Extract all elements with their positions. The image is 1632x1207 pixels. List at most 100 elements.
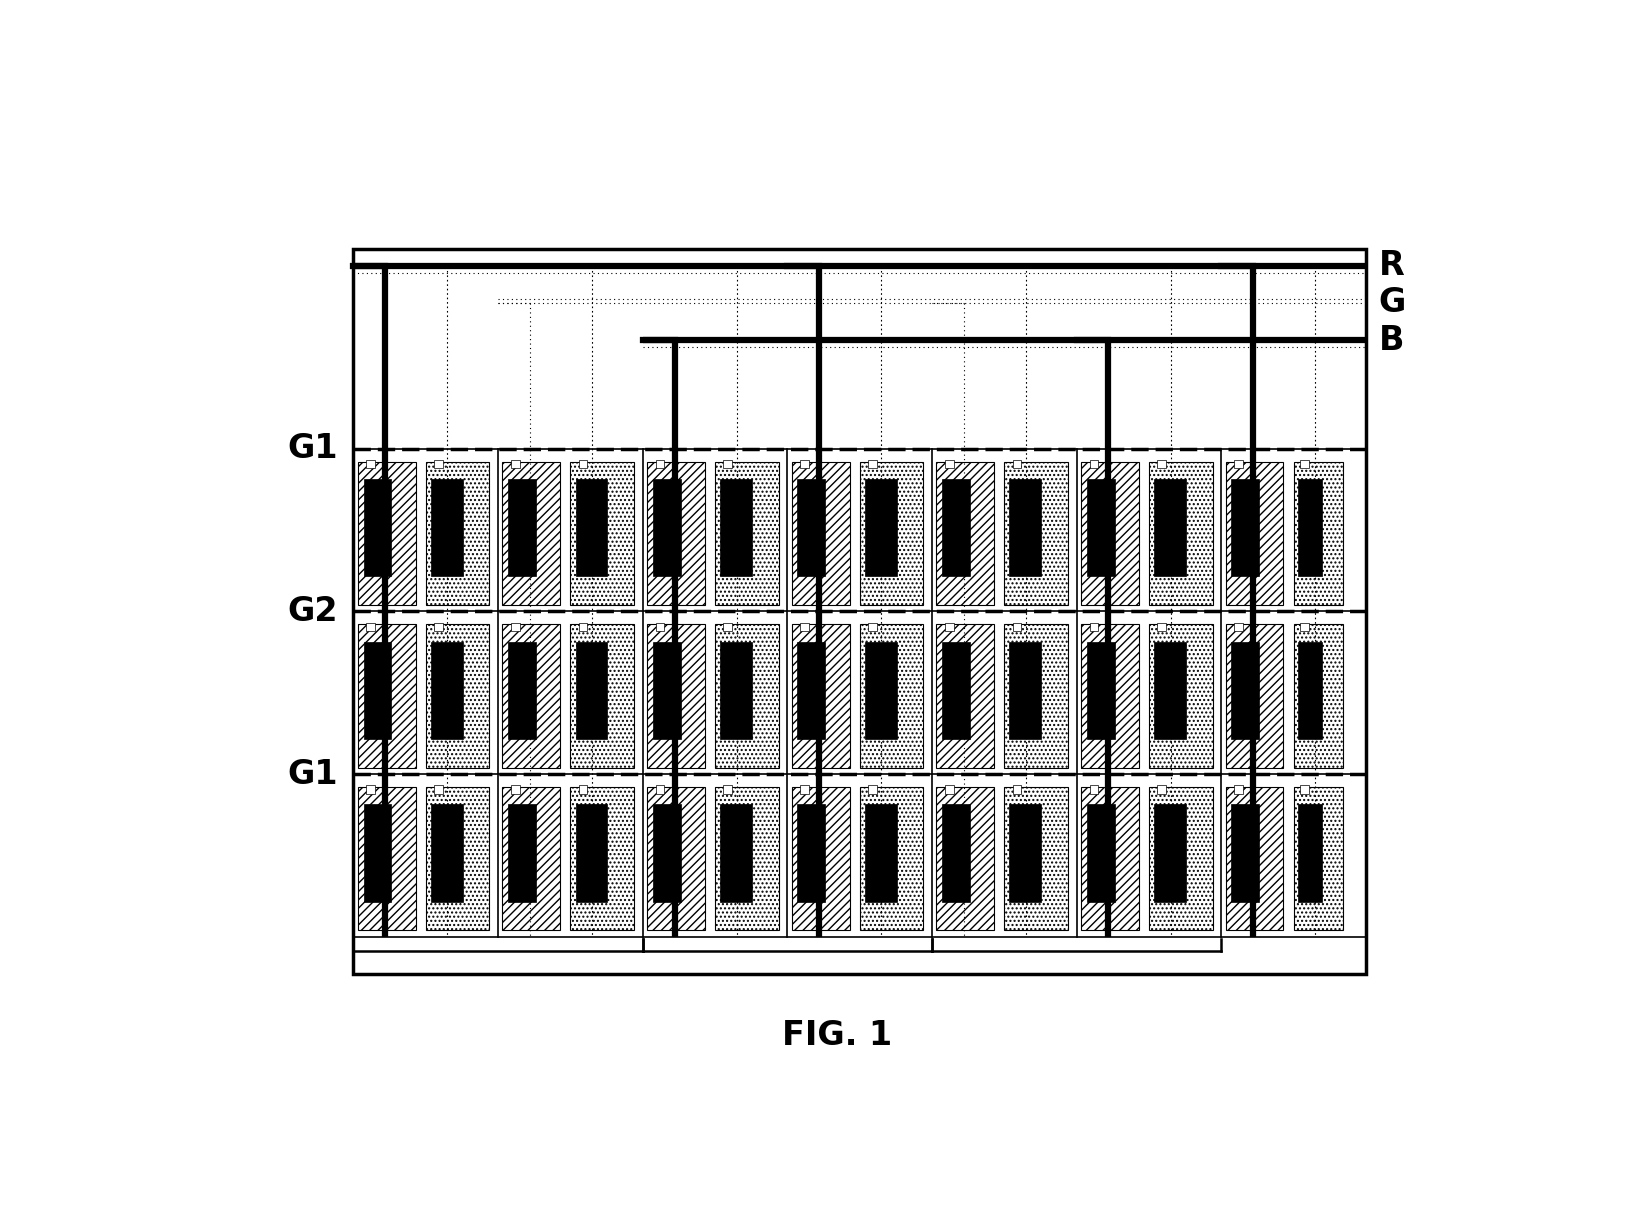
Bar — [1231, 479, 1258, 576]
Bar — [935, 462, 994, 605]
Bar — [800, 786, 808, 793]
Bar — [1293, 462, 1342, 605]
Bar — [570, 462, 633, 605]
Bar — [364, 642, 392, 739]
Bar — [508, 479, 535, 576]
Bar — [574, 479, 607, 576]
Bar — [364, 804, 392, 902]
Bar — [942, 804, 969, 902]
Bar — [654, 623, 664, 631]
Bar — [1080, 462, 1138, 605]
Bar — [1231, 804, 1258, 902]
Bar — [434, 623, 442, 631]
Bar — [654, 786, 664, 793]
Bar — [434, 460, 442, 468]
Bar — [1293, 624, 1342, 768]
Bar — [511, 623, 519, 631]
Bar — [1004, 624, 1067, 768]
Bar — [353, 249, 1364, 974]
Bar — [945, 460, 953, 468]
Bar — [1087, 642, 1115, 739]
Bar — [1080, 624, 1138, 768]
Bar — [1149, 462, 1213, 605]
Text: B: B — [1377, 323, 1404, 356]
Bar — [1087, 804, 1115, 902]
Bar — [796, 642, 824, 739]
Bar — [1012, 786, 1020, 793]
Bar — [720, 804, 751, 902]
Bar — [1226, 624, 1283, 768]
Bar — [715, 787, 778, 931]
Bar — [1154, 804, 1185, 902]
Bar — [942, 479, 969, 576]
Bar — [1089, 460, 1098, 468]
Bar — [511, 786, 519, 793]
Bar — [868, 786, 876, 793]
Bar — [426, 787, 490, 931]
Bar — [574, 804, 607, 902]
Bar — [508, 804, 535, 902]
Text: G1: G1 — [287, 758, 338, 791]
Bar — [858, 787, 922, 931]
Bar — [1004, 787, 1067, 931]
Bar — [715, 624, 778, 768]
Bar — [511, 460, 519, 468]
Bar — [865, 642, 896, 739]
Bar — [723, 786, 731, 793]
Bar — [942, 642, 969, 739]
Bar — [1297, 479, 1322, 576]
Bar — [434, 786, 442, 793]
Bar — [578, 460, 588, 468]
Bar — [431, 642, 462, 739]
Bar — [431, 804, 462, 902]
Bar — [357, 787, 416, 931]
Bar — [1226, 462, 1283, 605]
Bar — [792, 624, 849, 768]
Bar — [426, 462, 490, 605]
Bar — [1009, 642, 1041, 739]
Bar — [800, 623, 808, 631]
Bar — [653, 804, 681, 902]
Bar — [1226, 787, 1283, 931]
Bar — [865, 479, 896, 576]
Bar — [364, 479, 392, 576]
Bar — [426, 624, 490, 768]
Bar — [796, 479, 824, 576]
Text: FIG. 1: FIG. 1 — [782, 1019, 891, 1051]
Bar — [800, 460, 808, 468]
Text: G1: G1 — [287, 432, 338, 465]
Bar — [646, 787, 705, 931]
Bar — [1012, 460, 1020, 468]
Bar — [1299, 786, 1307, 793]
Bar — [654, 460, 664, 468]
Bar — [935, 624, 994, 768]
Bar — [720, 479, 751, 576]
Bar — [715, 462, 778, 605]
Bar — [508, 642, 535, 739]
Bar — [366, 460, 375, 468]
Bar — [357, 624, 416, 768]
Bar — [723, 623, 731, 631]
Bar — [720, 642, 751, 739]
Bar — [1297, 804, 1322, 902]
Bar — [1004, 462, 1067, 605]
Bar — [574, 642, 607, 739]
Bar — [1009, 479, 1041, 576]
Bar — [1299, 623, 1307, 631]
Bar — [646, 624, 705, 768]
Bar — [1157, 460, 1165, 468]
Bar — [570, 624, 633, 768]
Bar — [1154, 642, 1185, 739]
Text: G2: G2 — [287, 595, 338, 628]
Bar — [1080, 787, 1138, 931]
Bar — [646, 462, 705, 605]
Bar — [1157, 623, 1165, 631]
Bar — [1087, 479, 1115, 576]
Bar — [570, 787, 633, 931]
Bar — [945, 623, 953, 631]
Bar — [868, 623, 876, 631]
Bar — [1154, 479, 1185, 576]
Bar — [357, 462, 416, 605]
Bar — [858, 462, 922, 605]
Bar — [935, 787, 994, 931]
